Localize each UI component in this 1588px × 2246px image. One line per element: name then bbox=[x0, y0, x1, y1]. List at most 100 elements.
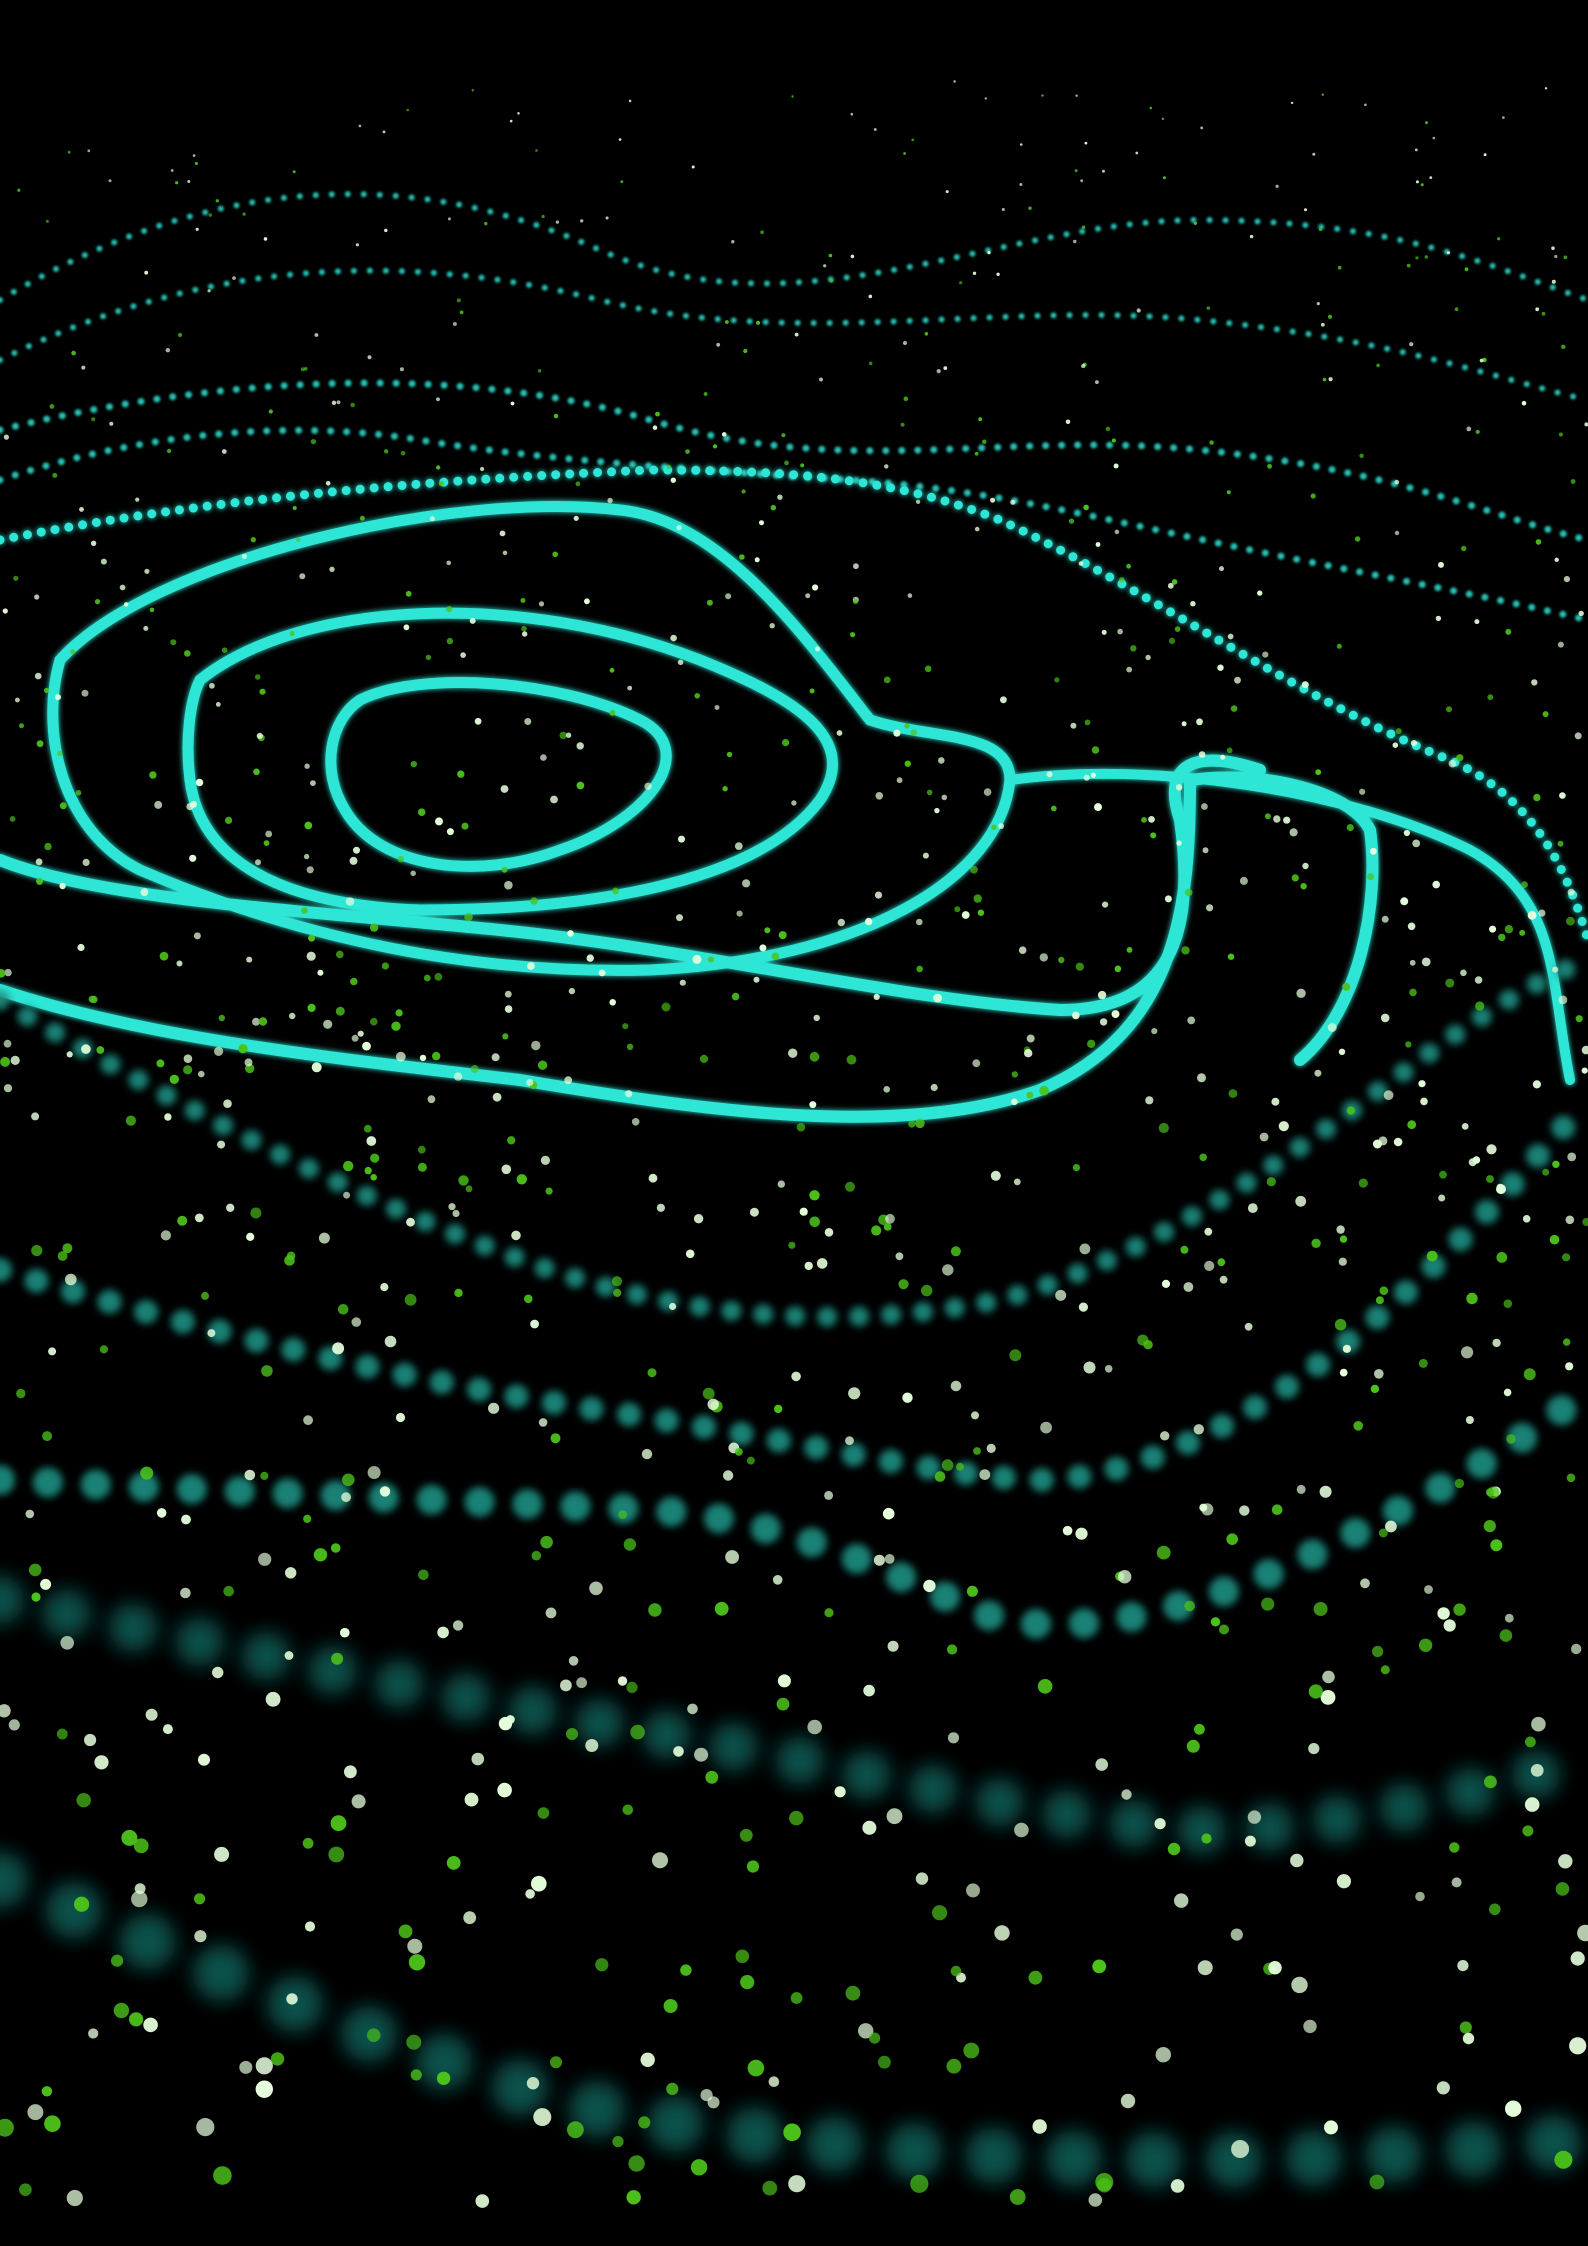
particle-dot bbox=[456, 298, 461, 303]
particle-dot bbox=[1009, 1349, 1022, 1362]
particle-dot bbox=[1080, 179, 1084, 183]
particle-dot bbox=[1567, 1152, 1577, 1162]
particle-dot bbox=[70, 649, 76, 655]
particle-dot bbox=[108, 179, 112, 183]
particle-dot bbox=[741, 489, 746, 494]
particle-dot bbox=[1380, 1013, 1390, 1023]
particle-dot bbox=[1026, 1034, 1035, 1043]
particle-dot bbox=[303, 1415, 313, 1426]
particle-dot bbox=[175, 181, 179, 185]
particle-dot bbox=[1148, 816, 1155, 823]
particle-dot bbox=[971, 1411, 979, 1420]
particle-dot bbox=[265, 830, 273, 838]
particle-dot bbox=[848, 1387, 861, 1400]
particle-dot bbox=[525, 1889, 535, 1899]
particle-dot bbox=[232, 276, 236, 280]
particle-dot bbox=[678, 835, 685, 843]
particle-dot bbox=[75, 790, 82, 796]
particle-dot bbox=[868, 361, 873, 366]
particle-dot bbox=[27, 2104, 44, 2121]
particle-dot bbox=[509, 119, 513, 123]
particle-dot bbox=[1075, 94, 1078, 97]
particle-dot bbox=[1301, 681, 1309, 689]
particle-dot bbox=[465, 1185, 473, 1193]
particle-dot bbox=[410, 760, 417, 768]
particle-dot bbox=[1219, 566, 1224, 572]
particle-dot bbox=[1296, 988, 1306, 998]
particle-dot bbox=[1385, 1520, 1397, 1533]
particle-dot bbox=[1490, 1539, 1503, 1552]
particle-dot bbox=[996, 272, 1000, 276]
particle-dot bbox=[99, 1345, 108, 1354]
particle-dot bbox=[858, 2023, 874, 2039]
particle-dot bbox=[353, 846, 360, 854]
particle-dot bbox=[223, 1585, 234, 1597]
particle-dot bbox=[1092, 1959, 1107, 1974]
mid-contour-1 bbox=[0, 950, 1588, 1327]
particle-dot bbox=[809, 1101, 817, 1109]
particle-dot bbox=[1220, 754, 1226, 760]
particle-dot bbox=[537, 369, 542, 373]
particle-dot bbox=[501, 1164, 512, 1175]
particle-dot bbox=[687, 1703, 698, 1715]
particle-dot bbox=[1544, 87, 1548, 90]
particle-dot bbox=[685, 449, 690, 454]
particle-dot bbox=[1104, 1365, 1113, 1373]
particle-dot bbox=[1336, 643, 1342, 649]
particle-dot bbox=[446, 606, 453, 613]
particle-dot bbox=[1358, 1178, 1368, 1188]
particle-dot bbox=[177, 1215, 188, 1226]
particle-dot bbox=[1338, 1257, 1347, 1266]
particle-dot bbox=[828, 253, 833, 258]
particle-dot bbox=[447, 217, 451, 221]
particle-dot bbox=[194, 1213, 204, 1223]
particle-dot bbox=[983, 788, 992, 796]
particle-dot bbox=[367, 355, 372, 360]
particle-dot bbox=[598, 969, 606, 977]
particle-dot bbox=[760, 230, 764, 234]
far-contours bbox=[0, 191, 1588, 624]
focal-contour-7 bbox=[0, 465, 1588, 945]
particle-dot bbox=[189, 854, 197, 862]
particle-dot bbox=[427, 1095, 436, 1104]
particle-dot bbox=[458, 1175, 469, 1186]
particle-dot bbox=[395, 1051, 406, 1062]
particle-dot bbox=[735, 1448, 743, 1456]
particle-dot bbox=[91, 417, 96, 422]
particle-dot bbox=[1087, 1039, 1096, 1049]
particle-dot bbox=[13, 575, 19, 581]
particle-dot bbox=[910, 2174, 929, 2193]
particle-dot bbox=[215, 199, 219, 203]
particle-dot bbox=[124, 602, 129, 607]
particle-dot bbox=[1209, 440, 1214, 445]
particle-dot bbox=[149, 771, 157, 779]
particle-dot bbox=[1234, 676, 1241, 684]
particle-dot bbox=[0, 1056, 11, 1067]
particle-dot bbox=[1505, 628, 1512, 635]
particle-dot bbox=[500, 785, 509, 793]
focal-loop-inner bbox=[325, 677, 672, 872]
particle-dot bbox=[81, 689, 89, 697]
particle-dot bbox=[299, 573, 306, 580]
particle-dot bbox=[1227, 633, 1234, 640]
particle-dot bbox=[19, 723, 24, 729]
particle-dot bbox=[286, 1993, 298, 2005]
particle-dot bbox=[963, 2042, 980, 2059]
particle-dot bbox=[1381, 915, 1389, 923]
particle-dot bbox=[1161, 1279, 1171, 1288]
particle-dot bbox=[448, 1203, 456, 1211]
particle-dot bbox=[706, 599, 713, 606]
particle-dot bbox=[1062, 1525, 1073, 1536]
particle-dot bbox=[1566, 1473, 1576, 1483]
particle-dot bbox=[1584, 422, 1588, 427]
particle-dot bbox=[1541, 311, 1546, 316]
particle-dot bbox=[834, 1786, 846, 1798]
particle-dot bbox=[242, 212, 246, 216]
particle-dot bbox=[800, 463, 805, 468]
particle-dot bbox=[497, 1782, 512, 1798]
particle-dot bbox=[1420, 183, 1424, 187]
particle-dot bbox=[121, 1829, 138, 1846]
particle-dot bbox=[145, 1708, 158, 1721]
particle-dot bbox=[36, 740, 44, 748]
